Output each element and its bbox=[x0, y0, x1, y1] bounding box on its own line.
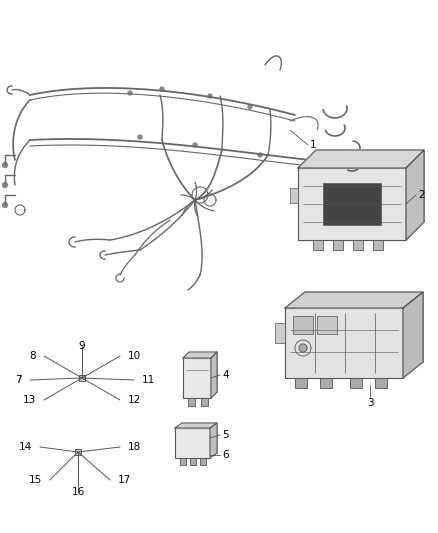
Polygon shape bbox=[210, 423, 217, 458]
FancyBboxPatch shape bbox=[79, 375, 85, 381]
Text: 3: 3 bbox=[367, 398, 373, 408]
FancyBboxPatch shape bbox=[298, 168, 406, 240]
Text: 12: 12 bbox=[128, 395, 141, 405]
Text: 16: 16 bbox=[71, 487, 85, 497]
FancyBboxPatch shape bbox=[406, 188, 414, 203]
FancyBboxPatch shape bbox=[175, 428, 210, 458]
FancyBboxPatch shape bbox=[200, 458, 206, 465]
Polygon shape bbox=[208, 94, 212, 98]
Polygon shape bbox=[160, 87, 164, 91]
Polygon shape bbox=[138, 135, 142, 139]
Text: 11: 11 bbox=[142, 375, 155, 385]
FancyBboxPatch shape bbox=[316, 150, 424, 222]
FancyBboxPatch shape bbox=[180, 458, 186, 465]
Polygon shape bbox=[128, 91, 132, 95]
Polygon shape bbox=[183, 352, 217, 358]
FancyBboxPatch shape bbox=[201, 398, 208, 406]
Polygon shape bbox=[193, 143, 197, 147]
FancyBboxPatch shape bbox=[350, 378, 362, 388]
FancyBboxPatch shape bbox=[293, 316, 313, 334]
FancyBboxPatch shape bbox=[313, 240, 323, 250]
FancyBboxPatch shape bbox=[353, 240, 363, 250]
Text: 13: 13 bbox=[23, 395, 36, 405]
Text: 1: 1 bbox=[310, 140, 317, 150]
FancyBboxPatch shape bbox=[285, 308, 403, 378]
FancyBboxPatch shape bbox=[190, 458, 196, 465]
Polygon shape bbox=[298, 150, 424, 168]
Polygon shape bbox=[211, 352, 217, 398]
Text: 8: 8 bbox=[29, 351, 36, 361]
Text: 10: 10 bbox=[128, 351, 141, 361]
FancyBboxPatch shape bbox=[183, 358, 211, 398]
FancyBboxPatch shape bbox=[317, 316, 337, 334]
FancyBboxPatch shape bbox=[373, 240, 383, 250]
FancyBboxPatch shape bbox=[406, 213, 414, 225]
Polygon shape bbox=[406, 150, 424, 240]
FancyBboxPatch shape bbox=[333, 240, 343, 250]
Polygon shape bbox=[3, 203, 7, 207]
FancyBboxPatch shape bbox=[182, 423, 217, 453]
FancyBboxPatch shape bbox=[188, 398, 195, 406]
FancyBboxPatch shape bbox=[275, 323, 285, 343]
Text: 5: 5 bbox=[222, 430, 229, 440]
FancyBboxPatch shape bbox=[320, 378, 332, 388]
Text: 9: 9 bbox=[79, 341, 85, 351]
Polygon shape bbox=[285, 292, 423, 308]
FancyBboxPatch shape bbox=[295, 378, 307, 388]
FancyBboxPatch shape bbox=[75, 449, 81, 455]
Text: 15: 15 bbox=[29, 475, 42, 485]
Text: 17: 17 bbox=[118, 475, 131, 485]
Polygon shape bbox=[403, 292, 423, 378]
Text: 2: 2 bbox=[418, 190, 424, 200]
Text: 18: 18 bbox=[128, 442, 141, 452]
Polygon shape bbox=[3, 163, 7, 167]
Polygon shape bbox=[3, 182, 7, 188]
Text: 7: 7 bbox=[15, 375, 22, 385]
Polygon shape bbox=[175, 423, 217, 428]
Text: 6: 6 bbox=[222, 450, 229, 460]
Polygon shape bbox=[248, 105, 252, 109]
Text: 4: 4 bbox=[222, 370, 229, 380]
FancyBboxPatch shape bbox=[290, 188, 298, 203]
Polygon shape bbox=[299, 344, 307, 352]
Polygon shape bbox=[258, 153, 262, 157]
FancyBboxPatch shape bbox=[305, 292, 423, 362]
FancyBboxPatch shape bbox=[375, 378, 387, 388]
FancyBboxPatch shape bbox=[189, 352, 217, 392]
FancyBboxPatch shape bbox=[323, 183, 381, 225]
Text: 14: 14 bbox=[19, 442, 32, 452]
